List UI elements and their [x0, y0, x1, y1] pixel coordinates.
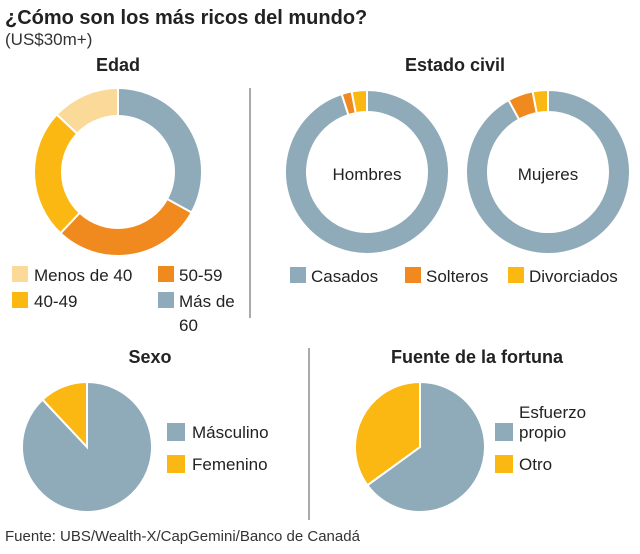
legend-swatch-otro [495, 455, 513, 473]
legend-label-50-59: 50-59 [179, 266, 222, 285]
legend-label-40-49: 40-49 [34, 292, 77, 311]
legend-label-solteros: Solteros [426, 267, 488, 286]
mujeres-slice-divorciados [531, 88, 549, 115]
legend-label-menos-de-40: Menos de 40 [34, 266, 132, 285]
legend-swatch-esfuerzo-propio [495, 423, 513, 441]
edad-slice-menos-de-40 [55, 86, 119, 136]
edad-slice-más-de-60 [117, 86, 203, 214]
legend-swatch-divorciados [508, 267, 524, 283]
legend-label-esfuerzo: Esfuerzo [519, 403, 586, 422]
legend-label-otro: Otro [519, 455, 552, 474]
legend-label-mas-de-60-line2: 60 [179, 316, 198, 335]
legend-swatch-solteros [405, 267, 421, 283]
page-subtitle: (US$30m+) [5, 30, 92, 49]
page-title: ¿Cómo son los más ricos del mundo? [5, 7, 367, 29]
fortuna-slice-esfuerzo-propio [366, 380, 486, 513]
center-label-mujeres: Mujeres [518, 165, 578, 184]
hombres-donut-chart [284, 88, 450, 255]
sexo-slice-femenino [41, 380, 88, 450]
hombres-slice-divorciados [350, 88, 368, 115]
edad-slice-50-59 [59, 197, 193, 257]
section-title-fortuna: Fuente de la fortuna [391, 347, 564, 367]
sexo-pie-chart [21, 380, 153, 513]
legend-swatch-casados [290, 267, 306, 283]
legend-label-femenino: Femenino [192, 455, 268, 474]
legend-label-masculino: Másculino [192, 423, 269, 442]
mujeres-donut-chart [465, 88, 631, 255]
legend-swatch-masculino [167, 423, 185, 441]
fortuna-slice-otro [354, 380, 421, 487]
section-title-edad: Edad [96, 55, 140, 75]
legend-label-mas-de-60: Más de [179, 292, 235, 311]
section-title-sexo: Sexo [128, 347, 171, 367]
legend-label-divorciados: Divorciados [529, 267, 618, 286]
fortuna-pie-chart [354, 380, 486, 513]
legend-label-propio: propio [519, 423, 566, 442]
edad-donut-chart [33, 86, 203, 257]
source-note: Fuente: UBS/Wealth-X/CapGemini/Banco de … [5, 528, 361, 545]
legend-swatch-40-49 [12, 292, 28, 308]
legend-swatch-femenino [167, 455, 185, 473]
legend-swatch-mas-de-60 [158, 292, 174, 308]
edad-slice-40-49 [33, 113, 82, 235]
mujeres-slice-casados [465, 88, 631, 255]
legend-swatch-50-59 [158, 266, 174, 282]
section-title-estado-civil: Estado civil [405, 55, 505, 75]
legend-swatch-menos-de-40 [12, 266, 28, 282]
center-label-hombres: Hombres [333, 165, 402, 184]
legend-label-casados: Casados [311, 267, 378, 286]
hombres-slice-casados [284, 88, 450, 255]
